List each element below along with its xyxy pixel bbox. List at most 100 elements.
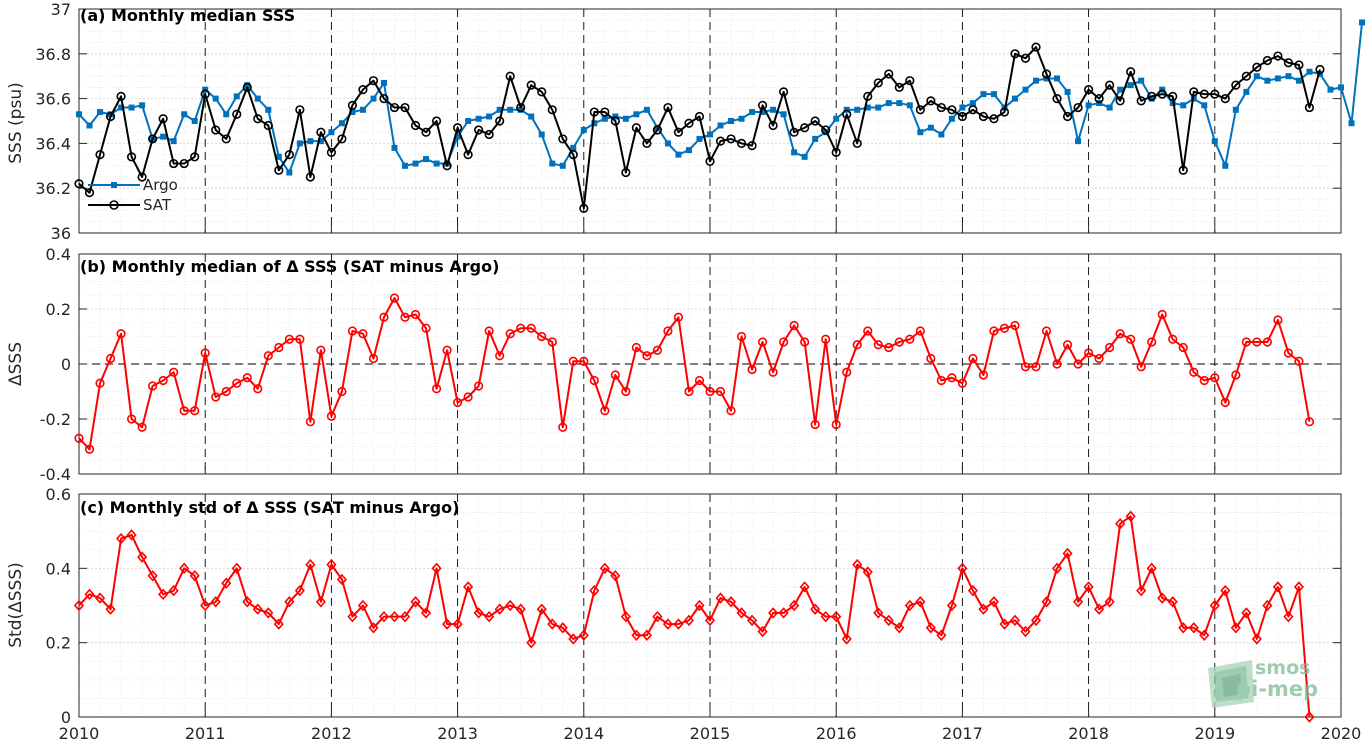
ytick-label: 0.4: [46, 245, 71, 264]
panel-b-point: [410, 309, 421, 320]
argo-point: [402, 162, 409, 169]
panel-b-point: [95, 378, 105, 388]
argo-point: [475, 115, 482, 122]
argo-point: [643, 106, 650, 113]
panel-c-point: [757, 625, 768, 638]
sat-point: [379, 93, 389, 104]
panel-c-point: [1304, 711, 1315, 723]
sat-point: [495, 116, 505, 126]
argo-point: [938, 131, 945, 138]
argo-point: [854, 106, 861, 113]
argo-point: [359, 106, 366, 113]
argo-point: [738, 115, 745, 122]
argo-point: [244, 82, 251, 89]
sat-point: [1294, 60, 1304, 70]
panel-b-point: [484, 326, 494, 336]
panel-c-point: [473, 607, 484, 619]
panel-c-point: [967, 584, 978, 597]
argo-point: [1054, 75, 1061, 82]
sat-point: [1105, 80, 1115, 90]
panel-c-point: [126, 529, 137, 541]
panel-b-point: [1073, 359, 1083, 369]
panel-c-point: [999, 618, 1010, 630]
panel-b-point: [673, 312, 684, 322]
argo-point: [1253, 73, 1260, 80]
panel-c-point: [1283, 610, 1294, 623]
legend-sat-label: SAT: [143, 196, 172, 214]
sat-point: [673, 127, 684, 137]
xtick-label: 2013: [437, 724, 478, 743]
panel-b-point: [873, 340, 883, 350]
panel-c-point: [841, 633, 852, 645]
panel-b-point: [1220, 397, 1230, 408]
argo-point: [927, 124, 934, 131]
argo-point: [265, 106, 272, 113]
panel-b-point: [1031, 362, 1041, 372]
panel-c-point: [1188, 622, 1199, 634]
sat-point: [368, 76, 379, 86]
sat-point: [453, 123, 463, 133]
argo-point: [980, 91, 987, 98]
argo-point: [1064, 88, 1071, 95]
panel-b-point: [537, 331, 547, 342]
argo-point: [591, 120, 598, 127]
sat-point: [1189, 87, 1199, 97]
panel-b-point: [831, 419, 841, 430]
sat-point: [1147, 91, 1157, 101]
panel-c-point: [862, 566, 873, 578]
argo-point: [538, 131, 545, 138]
panel-c-point: [1262, 599, 1273, 612]
panel-c-point: [1125, 510, 1136, 523]
sat-point: [810, 116, 820, 126]
ytick-label: 36.4: [35, 134, 71, 153]
xtick-label: 2012: [311, 724, 352, 743]
sat-point: [463, 150, 473, 160]
panel-b-point: [495, 351, 505, 361]
panel-c-point: [505, 599, 516, 612]
panel-b-point: [400, 312, 410, 322]
argo-point: [959, 104, 966, 111]
panel-b-point: [1304, 417, 1315, 427]
argo-point: [875, 104, 882, 111]
panel-c-point: [778, 607, 789, 619]
argo-point: [1359, 19, 1366, 26]
panel-c-point: [1062, 547, 1073, 560]
panel-c-point: [831, 610, 842, 623]
panel-b-point: [905, 334, 915, 344]
panel-b-point: [652, 345, 663, 355]
panel-c-point: [736, 607, 747, 619]
argo-point: [412, 160, 419, 167]
sat-point: [326, 147, 337, 157]
panel-c-point: [515, 603, 526, 615]
panel-b-point: [1052, 359, 1062, 369]
panel-c-point: [810, 603, 821, 615]
panel-b-point: [1115, 329, 1125, 339]
panel-c-point: [673, 618, 684, 630]
panel-b-point: [326, 411, 337, 421]
panel-b-point: [516, 323, 526, 333]
panel-c-point: [105, 603, 116, 615]
sat-point: [1041, 69, 1052, 79]
sat-point: [642, 138, 652, 148]
panel-b-point: [821, 334, 831, 344]
ytick-label: 36: [51, 224, 71, 243]
panel-b-point: [1094, 353, 1104, 364]
argo-point: [275, 153, 282, 160]
panel-c-point: [568, 633, 579, 645]
panel-c-point: [1051, 562, 1063, 575]
panel-b-point: [663, 326, 673, 336]
sat-point: [884, 69, 894, 79]
argo-point: [507, 106, 514, 113]
sat-point: [600, 107, 610, 117]
panel-c-point: [1241, 607, 1252, 619]
panel-b-point: [253, 384, 263, 394]
sat-point: [1231, 80, 1241, 90]
sat-point: [305, 172, 315, 182]
sat-point: [852, 138, 862, 148]
panel-c-point: [873, 607, 884, 619]
panel-b-point: [1294, 356, 1304, 366]
panel-b-point: [453, 397, 463, 408]
sat-point: [831, 147, 841, 157]
argo-point: [370, 95, 377, 102]
